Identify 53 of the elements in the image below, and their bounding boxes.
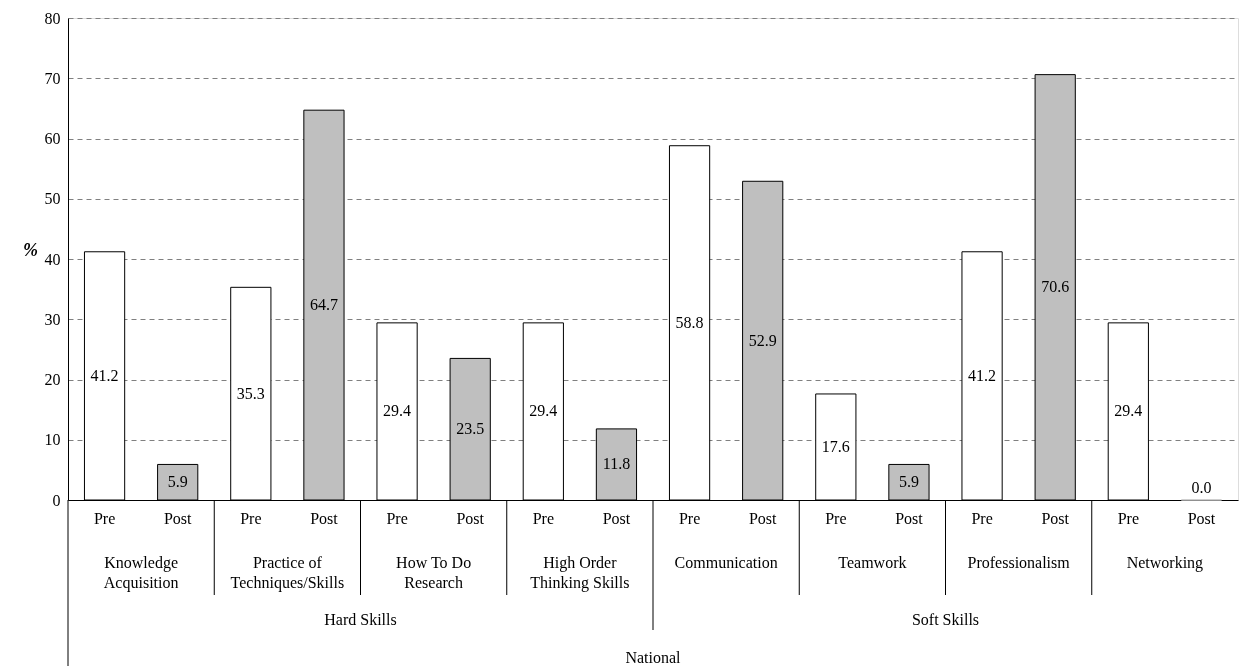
text: High Order Thinking Skills [530,554,630,592]
x-tick-label: Post [163,509,193,527]
data-label: 29.4 [1114,402,1143,420]
x-tick-label: Pre [971,509,993,527]
x-tick-label: Pre [532,509,554,527]
x-tick-label: Post [895,509,924,527]
data-label: 70.6 [1041,278,1070,296]
data-label: 29.4 [529,402,558,420]
text: Networking [1126,554,1204,572]
data-label: 0.0 [1191,479,1212,496]
x-tick-label: Pre [386,509,408,527]
data-label: 52.9 [748,331,777,349]
text: Professionalism [967,554,1071,571]
x-tick-label: Pre [240,509,262,527]
data-label: 5.9 [167,473,188,491]
x-tick-label: Post [748,509,778,527]
data-label: 29.4 [383,402,412,420]
text: Communication [674,554,778,571]
data-label: 64.7 [309,296,338,314]
x-tick-label: Post [602,509,631,527]
x-tick-label: Post [456,509,485,527]
y-tick-label: 20 [44,371,61,388]
data-label: 17.6 [821,437,850,455]
data-label: 11.8 [602,455,631,473]
y-tick-label: 50 [44,190,61,208]
data-label: 41.2 [968,366,997,384]
y-tick-label: 0 [52,491,61,509]
x-tick-label: Post [1187,509,1216,527]
y-tick-label: 40 [44,250,61,268]
x-tick-label: Post [310,509,339,527]
y-axis-title: % [23,239,38,260]
text: Teamwork [838,554,907,571]
text: How To Do Research [396,554,472,591]
text: Soft Skills [911,611,980,628]
data-label: 23.5 [456,420,485,438]
x-tick-label: Pre [93,509,116,527]
text: Hard Skills [324,611,397,628]
text: Practice of Techniques/Skills [230,554,345,592]
y-tick-label: 60 [44,130,61,147]
x-tick-label: Pre [1117,509,1139,527]
x-tick-label: Pre [825,509,847,527]
y-tick-label: 80 [44,9,61,27]
data-label: 5.9 [898,473,919,491]
data-label: 35.3 [236,384,265,402]
x-tick-label: Pre [678,509,701,527]
text: Knowledge Acquisition [103,554,179,592]
data-label: 58.8 [675,313,704,331]
y-tick-label: 70 [44,69,61,87]
text: National [625,649,682,666]
y-tick-label: 10 [44,431,61,449]
data-label: 41.2 [90,366,119,384]
y-tick-label: 30 [44,310,61,328]
x-tick-label: Post [1041,509,1070,527]
